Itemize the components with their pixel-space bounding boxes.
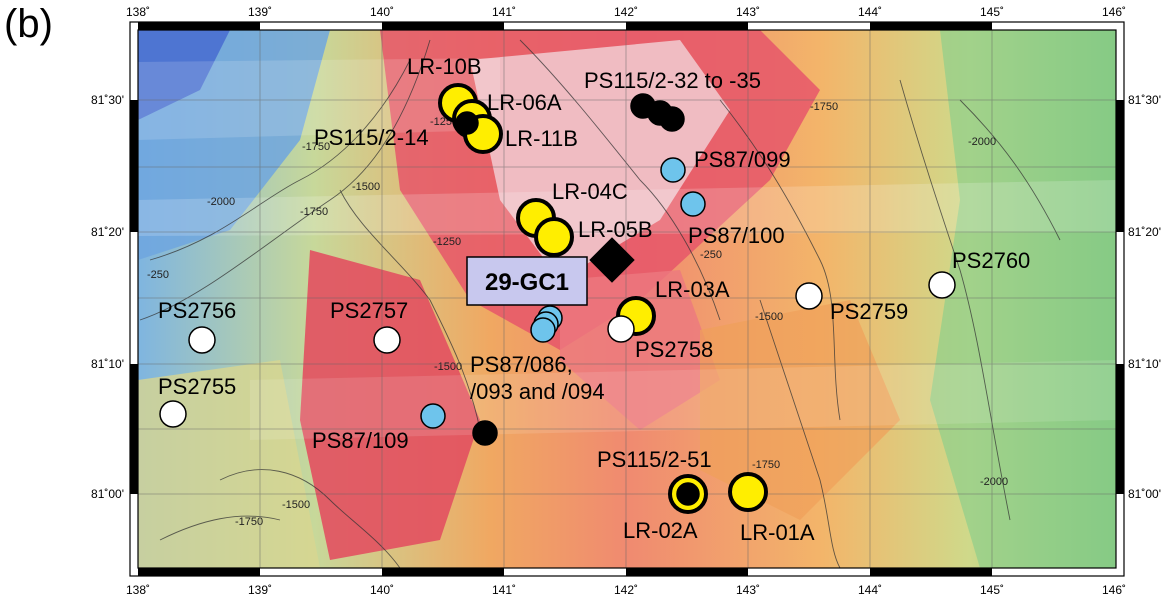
contour-label: -1500: [352, 181, 380, 193]
blue-core-marker: [420, 403, 446, 429]
lat-tick: 81˚20': [1128, 225, 1161, 239]
lon-tick: 141˚: [492, 583, 516, 597]
contour-label: -2000: [980, 476, 1008, 488]
site-label: PS87/109: [312, 428, 409, 453]
site-label: LR-10B: [407, 54, 482, 79]
site-label: LR-05B: [578, 217, 653, 242]
contour-label: -1750: [235, 516, 263, 528]
lat-tick: 81˚10': [91, 357, 124, 371]
lon-tick: 144˚: [858, 5, 882, 19]
panel-label: (b): [4, 2, 53, 46]
lon-tick: 143˚: [736, 583, 760, 597]
contour-label: -250: [700, 249, 722, 261]
contour-label: -1750: [300, 206, 328, 218]
yellow-core-marker: [534, 217, 574, 257]
lat-tick: 81˚10': [1128, 357, 1161, 371]
lon-tick: 143˚: [736, 5, 760, 19]
lon-tick: 140˚: [370, 5, 394, 19]
site-label: LR-11B: [505, 126, 578, 151]
contour-label: -1750: [810, 101, 838, 113]
white-core-marker: [607, 315, 635, 343]
latitude-axis: 81˚30' 81˚20' 81˚10' 81˚00' 81˚30' 81˚20…: [91, 93, 1161, 501]
contour-label: -250: [147, 269, 169, 281]
site-label: PS2756: [158, 298, 236, 323]
site-label: /093 and /094: [470, 379, 605, 404]
lat-tick: 81˚00': [1128, 487, 1161, 501]
contour-label: -1500: [282, 499, 310, 511]
lat-tick: 81˚20': [91, 225, 124, 239]
longitude-axis: 138˚ 139˚ 140˚ 141˚ 142˚ 143˚ 144˚ 145˚ …: [126, 5, 1126, 597]
white-core-marker: [795, 282, 823, 310]
white-core-marker: [373, 326, 401, 354]
gc1-label-box: 29-GC1: [466, 256, 588, 306]
lat-tick: 81˚00': [91, 487, 124, 501]
site-label: LR-06A: [487, 90, 562, 115]
contour-label: -2000: [968, 136, 996, 148]
lat-tick: 81˚30': [1128, 93, 1161, 107]
site-label: PS87/100: [688, 223, 785, 248]
lon-tick: 146˚: [1102, 5, 1126, 19]
contour-label: -1750: [302, 141, 330, 153]
lon-tick: 138˚: [126, 5, 150, 19]
site-label: PS87/099: [694, 147, 791, 172]
diamond-marker: [589, 237, 635, 283]
site-label: LR-04C: [552, 179, 628, 204]
site-label: PS115/2-14: [314, 125, 429, 150]
map-frame: [129, 21, 1125, 577]
black-core-marker: [455, 111, 479, 135]
lon-tick: 142˚: [614, 583, 638, 597]
site-label: PS2759: [830, 299, 908, 324]
lon-tick: 146˚: [1102, 583, 1126, 597]
blue-core-marker: [680, 191, 706, 217]
lon-tick: 145˚: [980, 5, 1004, 19]
site-label: PS2757: [330, 298, 408, 323]
lon-tick: 139˚: [248, 5, 272, 19]
yellow-core-marker: [728, 472, 768, 512]
black-core-marker: [472, 420, 498, 446]
lon-tick: 144˚: [858, 583, 882, 597]
lon-tick: 138˚: [126, 583, 150, 597]
blue-core-marker: [530, 317, 556, 343]
contour-label: -1750: [752, 459, 780, 471]
site-label: PS115/2-51: [597, 447, 712, 472]
site-label: PS2758: [635, 337, 713, 362]
contour-label: -1500: [434, 361, 462, 373]
contour-label: -1500: [755, 311, 783, 323]
site-label: LR-03A: [655, 277, 730, 302]
site-label: PS87/086,: [470, 352, 573, 377]
lon-tick: 140˚: [370, 583, 394, 597]
white-core-marker: [159, 400, 187, 428]
contour-label: -1250: [433, 236, 461, 248]
lat-tick: 81˚30': [91, 93, 124, 107]
lon-tick: 145˚: [980, 583, 1004, 597]
white-core-marker: [188, 326, 216, 354]
lon-tick: 141˚: [492, 5, 516, 19]
black-core-marker: [659, 106, 685, 132]
gc1-label: 29-GC1: [485, 269, 569, 296]
sample-sites: [159, 83, 956, 514]
site-label: PS2755: [158, 374, 236, 399]
lon-tick: 139˚: [248, 583, 272, 597]
site-label: LR-01A: [740, 520, 815, 545]
site-label: LR-02A: [623, 518, 698, 543]
site-label: PS2760: [952, 248, 1030, 273]
site-label: PS115/2-32 to -35: [584, 68, 761, 93]
blue-core-marker: [660, 157, 686, 183]
white-core-marker: [928, 271, 956, 299]
black-core-marker: [676, 482, 700, 506]
contour-label: -2000: [207, 196, 235, 208]
lon-tick: 142˚: [614, 5, 638, 19]
